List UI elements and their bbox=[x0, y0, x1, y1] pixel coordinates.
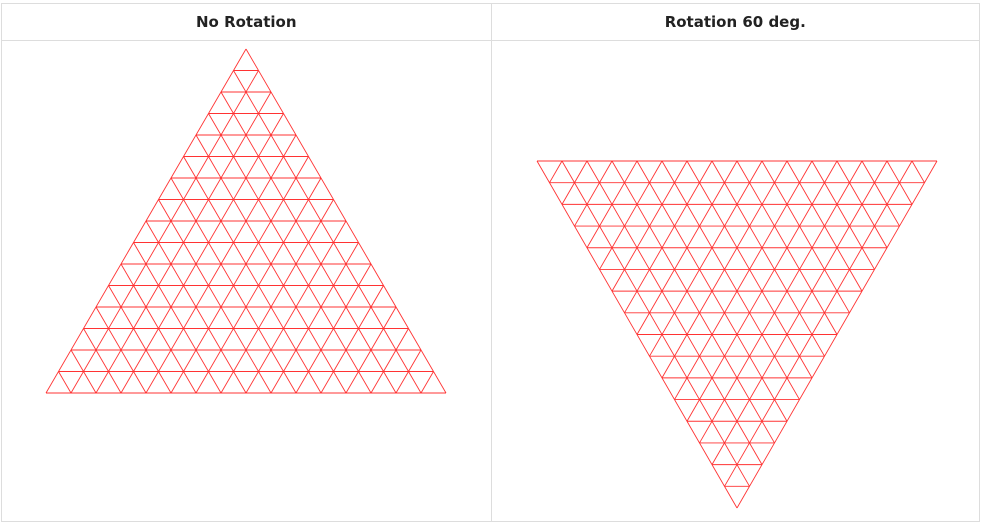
mesh-line bbox=[548, 160, 562, 183]
mesh-line bbox=[698, 160, 862, 444]
mesh-line bbox=[108, 285, 172, 394]
mesh-line bbox=[183, 156, 322, 394]
mesh-line bbox=[811, 160, 875, 270]
mesh-line bbox=[711, 160, 825, 357]
mesh-line bbox=[661, 160, 800, 400]
mesh-line bbox=[711, 160, 887, 465]
mesh-line bbox=[536, 160, 737, 509]
mesh-line bbox=[561, 160, 750, 487]
mesh-line bbox=[673, 160, 812, 400]
mesh-line bbox=[761, 160, 850, 314]
mesh-line bbox=[648, 160, 762, 357]
mesh-line bbox=[220, 91, 397, 394]
mesh-line bbox=[420, 371, 434, 394]
mesh-line bbox=[611, 160, 775, 444]
mesh-line bbox=[270, 242, 359, 394]
panel-canvas-rotation-60 bbox=[492, 41, 980, 521]
triangle-mesh-inverted bbox=[536, 160, 937, 509]
mesh-line bbox=[120, 113, 284, 394]
mesh-line bbox=[133, 242, 222, 394]
panel-canvas-no-rotation bbox=[2, 41, 491, 521]
comparison-table: No Rotation Rotation 60 deg. bbox=[1, 3, 980, 522]
mesh-line bbox=[208, 113, 372, 394]
mesh-line bbox=[320, 285, 384, 394]
mesh-line bbox=[45, 48, 247, 394]
triangle-mesh-upright bbox=[45, 48, 447, 394]
mesh-line bbox=[586, 160, 762, 465]
panel-title-rotation-60: Rotation 60 deg. bbox=[491, 4, 979, 41]
mesh-line bbox=[83, 328, 122, 394]
panel-title-no-rotation: No Rotation bbox=[2, 4, 491, 41]
mesh-line bbox=[736, 160, 937, 509]
mesh-line bbox=[861, 160, 900, 227]
mesh-line bbox=[370, 328, 409, 394]
mesh-line bbox=[233, 70, 422, 394]
mesh-line bbox=[911, 160, 925, 183]
mesh-line bbox=[623, 160, 712, 314]
mesh-line bbox=[70, 70, 259, 394]
mesh-line bbox=[170, 156, 309, 394]
mesh-line bbox=[95, 91, 272, 394]
mesh-line bbox=[723, 160, 912, 487]
mesh-line bbox=[598, 160, 662, 270]
mesh-line bbox=[245, 48, 447, 394]
mesh-line bbox=[573, 160, 612, 227]
panel-no-rotation: No Rotation bbox=[2, 4, 491, 521]
mesh-line bbox=[58, 371, 72, 394]
mesh-line bbox=[158, 199, 272, 394]
mesh-line bbox=[220, 199, 334, 394]
panel-rotation-60: Rotation 60 deg. bbox=[490, 4, 980, 521]
